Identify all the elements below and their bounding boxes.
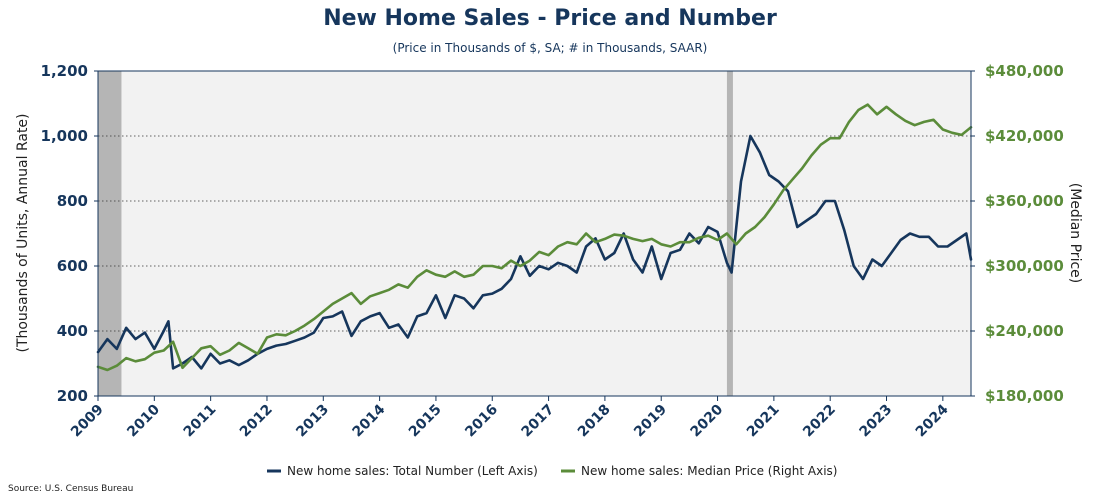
x-tick-label: 2009 (68, 402, 107, 441)
recession-band (726, 71, 733, 396)
x-tick-label: 2022 (800, 402, 839, 441)
left-tick-label: 1,200 (41, 62, 88, 80)
left-tick-label: 200 (57, 387, 88, 405)
x-tick-label: 2012 (237, 402, 276, 441)
x-tick-label: 2018 (575, 402, 614, 441)
right-tick-label: $240,000 (985, 322, 1064, 340)
legend: New home sales: Total Number (Left Axis)… (267, 464, 837, 478)
left-tick-label: 600 (57, 257, 88, 275)
right-tick-label: $480,000 (985, 62, 1064, 80)
legend-label-number: New home sales: Total Number (Left Axis) (287, 464, 538, 478)
series-line-median-price (96, 103, 973, 372)
chart-title: New Home Sales - Price and Number (323, 6, 777, 31)
left-tick-label: 400 (57, 322, 88, 340)
x-tick-label: 2016 (462, 402, 501, 441)
x-tick-label: 2024 (913, 401, 952, 440)
legend-label-price: New home sales: Median Price (Right Axis… (581, 464, 837, 478)
right-tick-label: $300,000 (985, 257, 1064, 275)
right-tick-label: $420,000 (985, 127, 1064, 145)
x-tick-label: 2019 (631, 402, 670, 441)
left-axis-label: (Thousands of Units, Annual Rate) (15, 113, 31, 352)
left-tick-label: 1,000 (41, 127, 88, 145)
source-note: Source: U.S. Census Bureau (8, 484, 134, 494)
x-tick-label: 2020 (688, 401, 727, 440)
gridlines (98, 135, 971, 332)
chart-subtitle: (Price in Thousands of $, SA; # in Thous… (392, 41, 708, 55)
plot-border (97, 70, 972, 397)
left-tick-label: 800 (57, 192, 88, 210)
recession-band (98, 71, 122, 396)
right-axis-ticks: $180,000 $240,000 $300,000 $360,000 $420,000… (971, 62, 1064, 405)
right-tick-label: $180,000 (985, 387, 1064, 405)
plot-background (98, 71, 971, 396)
right-tick-label: $360,000 (985, 192, 1064, 210)
recession-bands (98, 71, 733, 396)
left-axis-ticks: 200 400 600 800 1,000 1,200 (41, 62, 98, 405)
x-tick-label: 2015 (406, 402, 445, 441)
x-tick-label: 2023 (856, 402, 895, 441)
series-lines (96, 103, 973, 372)
series-line-total-number (96, 134, 973, 370)
x-tick-label: 2014 (350, 401, 389, 440)
x-tick-label: 2011 (181, 402, 220, 441)
x-tick-label: 2013 (293, 402, 332, 441)
x-tick-label: 2017 (519, 402, 558, 441)
right-axis-label: (Median Price) (1067, 183, 1083, 283)
x-tick-label: 2010 (124, 401, 163, 440)
x-tick-label: 2021 (744, 402, 783, 441)
x-axis-ticks: 2009 2010 2011 2012 2013 2014 2015 2016 2017 2018… (68, 396, 952, 440)
